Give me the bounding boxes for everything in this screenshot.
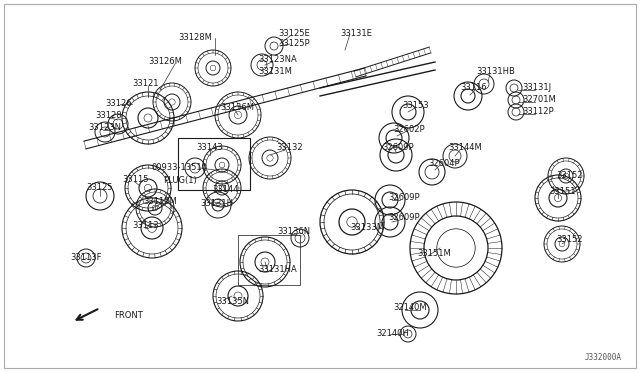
Text: 32701M: 32701M	[522, 96, 556, 105]
Text: PLUG(1): PLUG(1)	[163, 176, 196, 185]
Text: 33115M: 33115M	[143, 198, 177, 206]
Text: 32140M: 32140M	[393, 304, 427, 312]
Text: 33131H: 33131H	[200, 199, 233, 208]
Text: 33151M: 33151M	[417, 250, 451, 259]
Text: 33123N: 33123N	[88, 124, 121, 132]
Text: 33115: 33115	[122, 176, 148, 185]
Text: 00933-13510: 00933-13510	[152, 164, 208, 173]
Text: 33128M: 33128M	[178, 33, 212, 42]
Text: 33121: 33121	[132, 80, 159, 89]
Text: 33126M: 33126M	[148, 58, 182, 67]
Text: 32602P: 32602P	[393, 125, 424, 135]
Text: 33128: 33128	[95, 112, 122, 121]
Text: 33131E: 33131E	[340, 29, 372, 38]
Text: 33126: 33126	[105, 99, 132, 108]
Text: 33136N: 33136N	[277, 228, 310, 237]
Text: J332000A: J332000A	[585, 353, 622, 362]
Text: 32140H: 32140H	[376, 330, 409, 339]
Text: 33113: 33113	[132, 221, 159, 231]
Text: 33131M: 33131M	[258, 67, 292, 77]
Text: 33123NA: 33123NA	[258, 55, 297, 64]
Text: 33125: 33125	[86, 183, 113, 192]
Text: 33133M: 33133M	[350, 224, 384, 232]
Bar	[238, 235, 300, 285]
Text: FRONT: FRONT	[114, 311, 143, 321]
Text: 33136M: 33136M	[220, 103, 254, 112]
Text: 33143: 33143	[196, 144, 223, 153]
Text: 33131HA: 33131HA	[258, 266, 297, 275]
Text: 33132: 33132	[276, 144, 303, 153]
Text: 33131J: 33131J	[522, 83, 551, 93]
Text: 33116: 33116	[460, 83, 486, 93]
Text: 33152: 33152	[556, 170, 582, 180]
Text: 32609P: 32609P	[388, 193, 420, 202]
Bar	[178, 138, 250, 190]
Text: 33135N: 33135N	[216, 298, 249, 307]
Text: 33144: 33144	[212, 186, 239, 195]
Text: 33131HB: 33131HB	[476, 67, 515, 77]
Text: 32609P: 32609P	[388, 214, 420, 222]
Text: 33152: 33152	[556, 235, 582, 244]
Text: 33144M: 33144M	[448, 144, 482, 153]
Text: 33113F: 33113F	[70, 253, 102, 263]
Text: 32609P: 32609P	[382, 144, 413, 153]
Text: 33125E: 33125E	[278, 29, 310, 38]
Text: 33153: 33153	[402, 102, 429, 110]
Text: 33112P: 33112P	[522, 108, 554, 116]
Text: 33151: 33151	[549, 187, 575, 196]
Text: 32604P: 32604P	[428, 158, 460, 167]
Text: 33125P: 33125P	[278, 38, 310, 48]
